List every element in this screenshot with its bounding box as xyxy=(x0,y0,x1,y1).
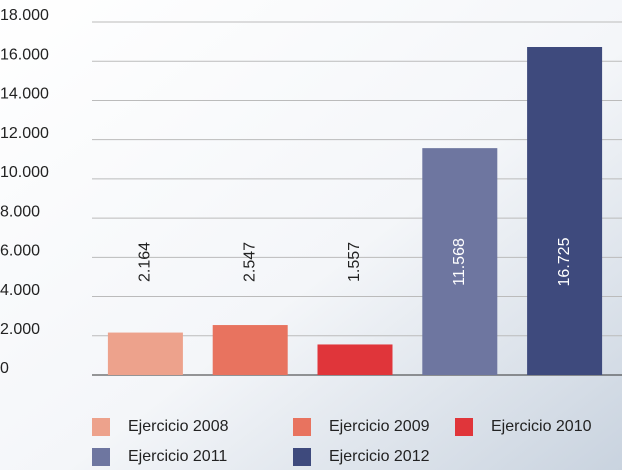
data-label: 1.557 xyxy=(346,242,363,282)
legend-swatch xyxy=(92,418,110,436)
y-tick-label: 18.000 xyxy=(0,7,49,24)
legend-swatch xyxy=(293,448,311,466)
bar xyxy=(527,47,602,375)
legend-label: Ejercicio 2008 xyxy=(128,418,229,435)
legend-label: Ejercicio 2010 xyxy=(491,418,592,435)
legend-label: Ejercicio 2011 xyxy=(128,448,227,465)
data-label: 11.568 xyxy=(451,238,468,286)
data-label: 2.164 xyxy=(137,242,154,282)
y-tick-label: 12.000 xyxy=(0,125,49,142)
y-tick-label: 4.000 xyxy=(0,282,40,299)
chart: 0 2.000 4.000 6.000 8.000 10.000 12.000 14.000 1… xyxy=(0,0,622,470)
legend-swatch xyxy=(455,418,473,436)
legend-label: Ejercicio 2009 xyxy=(329,418,430,435)
data-label: 16.725 xyxy=(556,237,573,286)
legend-swatch xyxy=(92,448,110,466)
y-tick-label: 16.000 xyxy=(0,46,49,63)
y-tick-label: 6.000 xyxy=(0,243,40,260)
legend-swatch xyxy=(293,418,311,436)
legend-label: Ejercicio 2012 xyxy=(329,448,430,465)
y-tick-label: 0 xyxy=(0,360,9,377)
y-tick-label: 14.000 xyxy=(0,86,49,103)
bar xyxy=(318,344,393,375)
bar xyxy=(213,325,288,375)
bar xyxy=(108,333,183,375)
y-tick-label: 2.000 xyxy=(0,321,40,338)
data-label: 2.547 xyxy=(241,242,258,282)
y-tick-label: 10.000 xyxy=(0,164,49,181)
y-tick-label: 8.000 xyxy=(0,203,40,220)
